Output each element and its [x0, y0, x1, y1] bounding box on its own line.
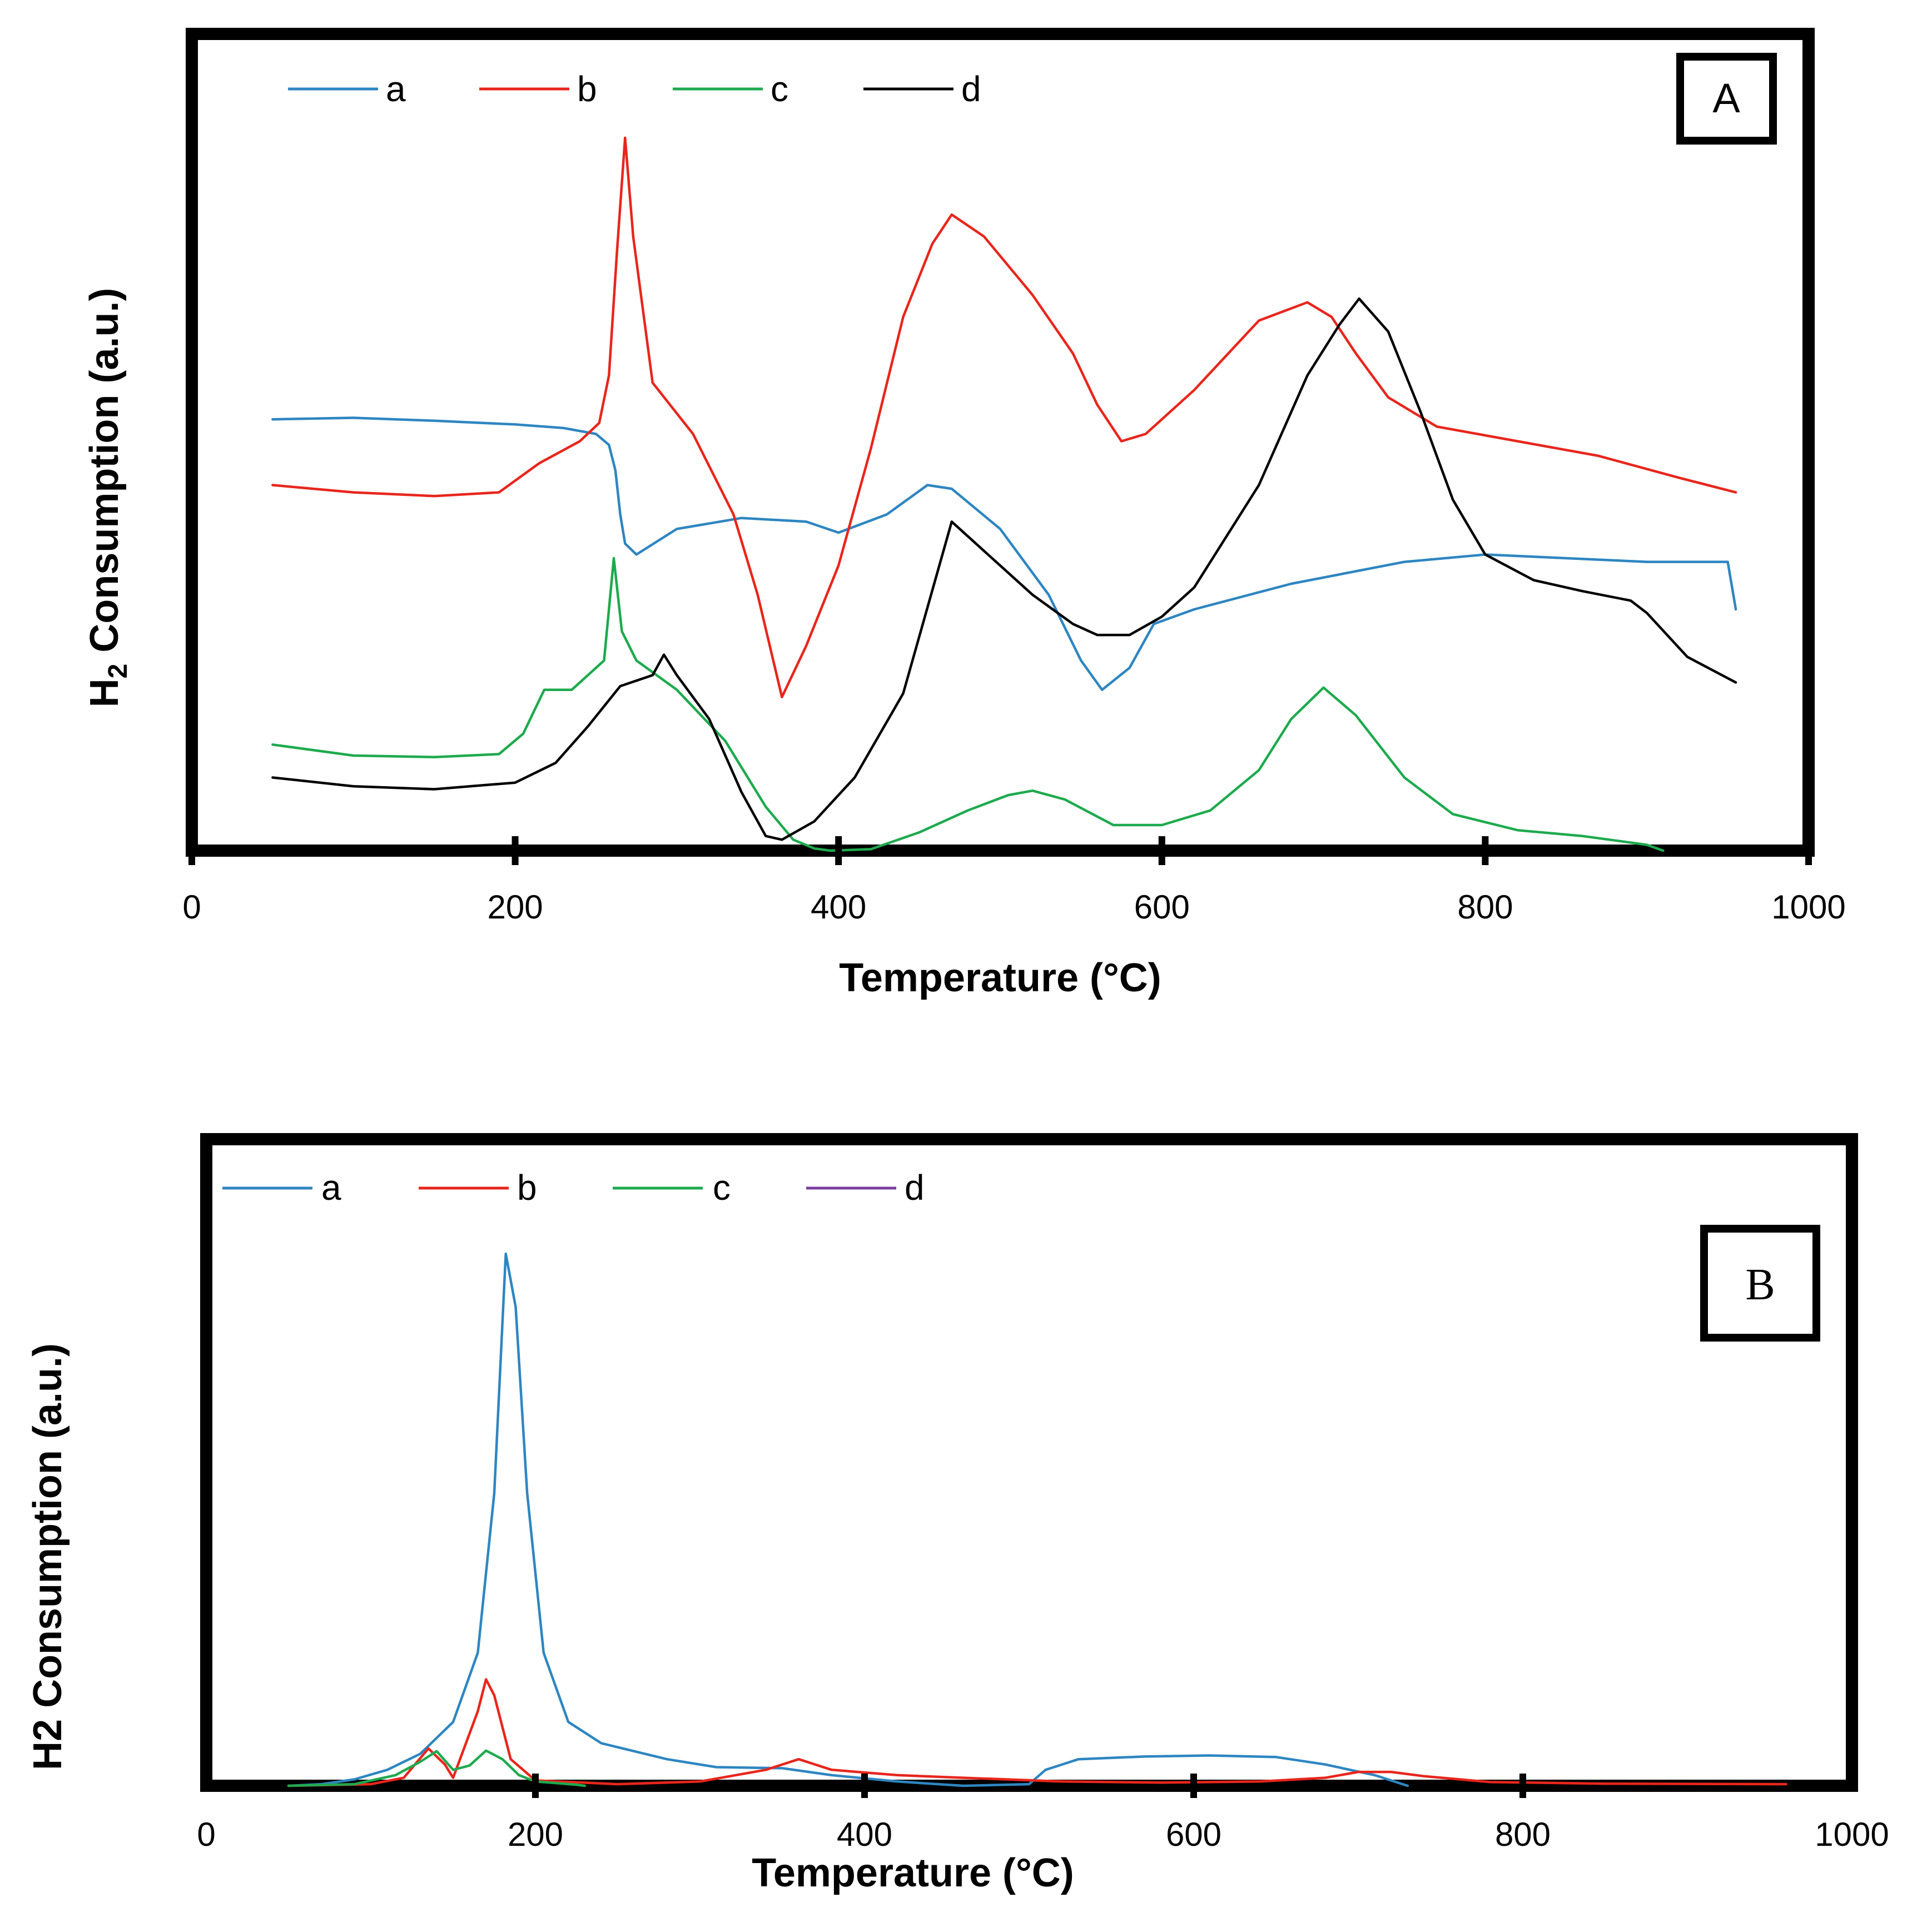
y-axis-title-b: H2 Consumption (a.u.): [26, 1343, 70, 1770]
series-c-line: [271, 557, 1665, 852]
x-tick-label: 1000: [1771, 888, 1845, 926]
series-a-line: [287, 1252, 1409, 1787]
y-axis-title-a-h: H: [82, 678, 127, 707]
x-tick-marks-b: [532, 1774, 1526, 1798]
x-tick-label: 400: [837, 1816, 892, 1853]
chart-panel-b: 0 200 400 600 800 1000 Temperature (°C) …: [26, 1133, 1889, 1895]
x-tick-label: 600: [1166, 1816, 1221, 1853]
x-tick-label: 0: [197, 1816, 215, 1853]
chart-panel-a: 0 200 400 600 800 1000 Temperature (°C) …: [82, 28, 1846, 1000]
legend-label-d: d: [905, 1168, 925, 1208]
legend-label-b: b: [577, 69, 597, 109]
plot-frame-b: [200, 1133, 1858, 1792]
x-tick-label: 1000: [1815, 1816, 1889, 1853]
plot-frame-a: [186, 28, 1815, 857]
legend-a: a b c d: [288, 69, 981, 109]
y-axis-title-a: H2 Consumption (a.u.): [82, 288, 133, 708]
legend-label-a: a: [321, 1168, 341, 1208]
series-layer-a: [271, 136, 1737, 852]
series-a-line: [271, 416, 1737, 691]
x-tick-label: 800: [1495, 1816, 1551, 1853]
x-tick-marks-a: [188, 836, 1812, 865]
x-tick-label: 800: [1457, 888, 1513, 926]
x-tick-label: 200: [508, 1816, 563, 1853]
x-tick-label: 200: [488, 888, 543, 926]
x-tick-label: 0: [182, 888, 201, 926]
series-d-line: [271, 297, 1737, 841]
legend-label-c: c: [771, 69, 788, 109]
y-axis-title-a-sub: 2: [103, 664, 133, 679]
y-axis-title-a-rest: Consumption (a.u.): [82, 288, 127, 664]
x-tick-labels-b: 0 200 400 600 800 1000: [197, 1816, 1889, 1853]
legend-label-b: b: [517, 1168, 537, 1208]
panel-label-b: B: [1745, 1260, 1775, 1309]
panel-label-a: A: [1712, 75, 1740, 121]
legend-label-a: a: [386, 69, 406, 109]
legend-label-d: d: [961, 69, 981, 109]
series-b-line: [271, 136, 1737, 699]
x-tick-labels-a: 0 200 400 600 800 1000: [182, 888, 1845, 926]
x-axis-title-b: Temperature (°C): [752, 1851, 1074, 1895]
panel-label-box-b: [1700, 1225, 1820, 1342]
legend-label-c: c: [713, 1168, 731, 1208]
series-b-line: [287, 1678, 1787, 1787]
x-tick-label: 400: [811, 888, 866, 926]
panel-label-box-a: [1676, 53, 1777, 145]
legend-b: a b c d: [222, 1168, 925, 1208]
x-tick-label: 600: [1134, 888, 1190, 926]
x-axis-title-a: Temperature (°C): [839, 956, 1161, 1000]
series-layer-b: [287, 1252, 1787, 1787]
